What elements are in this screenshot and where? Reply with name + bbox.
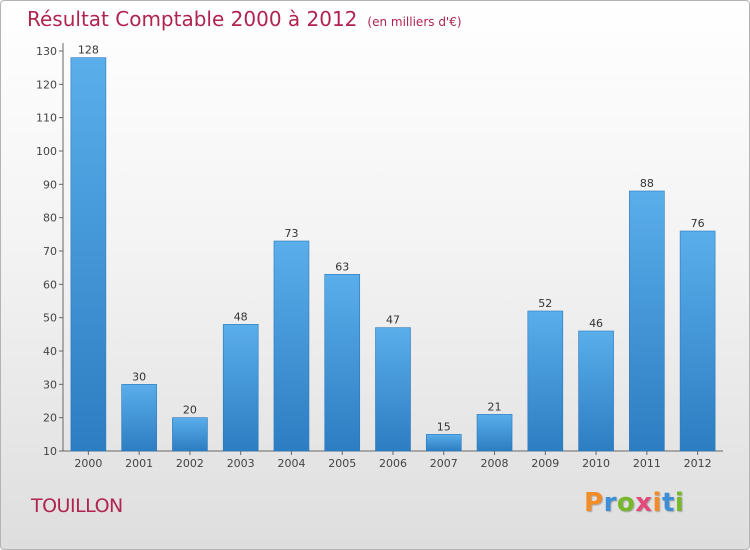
x-tick-label: 2001 [125, 457, 153, 470]
y-tick-label: 50 [43, 312, 57, 325]
x-tick-label: 2011 [633, 457, 661, 470]
y-tick-label: 90 [43, 178, 57, 191]
data-label: 21 [488, 400, 502, 413]
logo-letter: r [603, 488, 617, 518]
logo-letter: x [635, 488, 653, 518]
data-label: 128 [78, 44, 99, 57]
y-tick-label: 10 [43, 445, 57, 458]
bar [121, 384, 157, 452]
y-tick-label: 110 [36, 112, 57, 125]
y-tick-label: 100 [36, 145, 57, 158]
bar [476, 414, 513, 452]
y-tick-label: 80 [43, 212, 57, 225]
bar [425, 434, 462, 452]
bar [222, 324, 259, 452]
data-label: 63 [335, 260, 349, 273]
data-label: 30 [132, 370, 146, 383]
x-tick-label: 2008 [481, 457, 509, 470]
y-tick-label: 30 [43, 378, 57, 391]
y-tick-label: 70 [43, 245, 57, 258]
logo-letter: i [674, 488, 685, 518]
x-tick-label: 2006 [379, 457, 407, 470]
logo-letter: i [652, 488, 662, 518]
data-label: 88 [640, 177, 654, 190]
data-label: 73 [284, 227, 298, 240]
x-tick-label: 2005 [328, 457, 356, 470]
x-tick-label: 2002 [176, 457, 204, 470]
x-tick-label: 2009 [531, 457, 559, 470]
x-tick-label: 2003 [227, 457, 255, 470]
proxiti-logo: Proxiti [584, 488, 684, 518]
labels: 128 30 20 48 73 63 47 15 21 52 46 88 76 [78, 44, 705, 434]
axes: 10 20 30 40 50 60 70 80 90 100 110 120 130 2000 2001 20… [36, 43, 723, 470]
x-tick-label: 2004 [277, 457, 305, 470]
data-label: 47 [386, 314, 400, 327]
place-name: TOUILLON [31, 495, 123, 517]
data-label: 46 [589, 317, 603, 330]
data-label: 76 [691, 217, 705, 230]
y-tick-label: 120 [36, 78, 57, 91]
logo-letter: P [584, 488, 604, 518]
logo-letter: o [616, 488, 636, 518]
chart-title: Résultat Comptable 2000 à 2012 (en millie… [27, 7, 462, 31]
data-label: 48 [234, 310, 248, 323]
data-label: 52 [538, 297, 552, 310]
bar [527, 310, 564, 452]
bar [70, 57, 107, 452]
bar [172, 417, 208, 452]
y-tick-label: 40 [43, 345, 57, 358]
y-tick-label: 130 [36, 45, 57, 58]
logo-letter: t [661, 488, 675, 518]
x-tick-label: 2007 [430, 457, 458, 470]
chart-subtitle: (en milliers d'€) [367, 15, 462, 29]
y-tick-label: 60 [43, 278, 57, 291]
bar [324, 274, 361, 452]
y-tick-label: 20 [43, 412, 57, 425]
data-label: 15 [437, 420, 451, 433]
bars [70, 57, 716, 452]
x-tick-label: 2010 [582, 457, 610, 470]
data-label: 20 [183, 404, 197, 417]
bar [679, 230, 716, 452]
bar [629, 190, 665, 452]
x-tick-label: 2012 [684, 457, 712, 470]
x-tick-label: 2000 [74, 457, 102, 470]
bar [578, 330, 614, 452]
bar [375, 327, 411, 452]
bar [273, 240, 310, 452]
chart-title-text: Résultat Comptable 2000 à 2012 [27, 7, 358, 31]
